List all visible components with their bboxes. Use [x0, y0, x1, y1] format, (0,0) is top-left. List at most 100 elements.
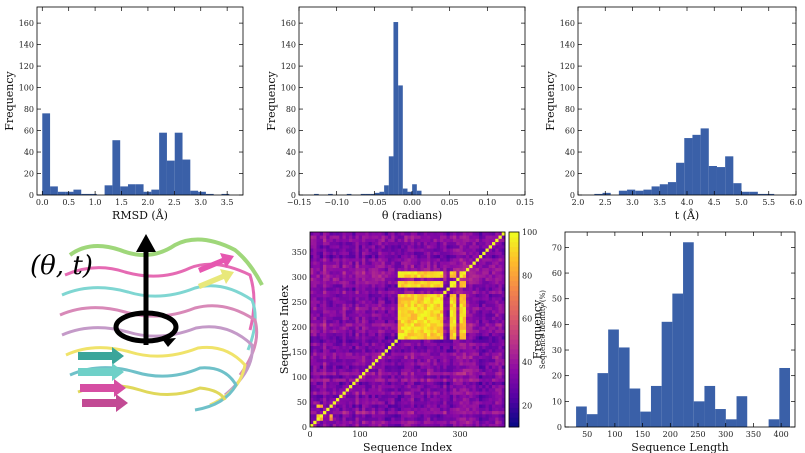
heatmap-cell: [410, 238, 415, 243]
heatmap-cell: [323, 368, 327, 373]
heatmap-cell: [414, 417, 418, 421]
heatmap-cell: [492, 297, 496, 301]
heatmap-cell: [472, 316, 477, 321]
heatmap-cell: [362, 329, 366, 334]
heatmap-cell: [440, 388, 444, 392]
heatmap-cell: [381, 375, 386, 379]
histogram-bar: [65, 191, 74, 195]
heatmap-cell: [310, 323, 314, 327]
heatmap-cell: [407, 394, 412, 399]
heatmap-cell: [384, 258, 389, 262]
heatmap-cell: [417, 420, 421, 425]
heatmap-cell: [381, 381, 386, 386]
heatmap-cell: [316, 319, 321, 324]
heatmap-cell: [498, 417, 503, 421]
heatmap-cell: [349, 345, 353, 350]
heatmap-cell: [427, 287, 431, 291]
heatmap-cell: [404, 241, 408, 246]
heatmap-cell: [375, 310, 379, 314]
heatmap-cell: [420, 300, 425, 304]
heatmap-cell: [339, 290, 343, 295]
heatmap-cell: [427, 423, 431, 428]
heatmap-cell: [378, 391, 382, 395]
heatmap-cell: [462, 264, 467, 269]
heatmap-cell: [336, 332, 340, 337]
heatmap-cell: [436, 261, 441, 265]
heatmap-cell: [440, 258, 444, 262]
heatmap-cell: [336, 258, 340, 262]
heatmap-cell: [375, 397, 379, 402]
heatmap-cell: [345, 248, 350, 252]
heatmap-cell: [417, 349, 421, 353]
heatmap-cell: [404, 336, 408, 340]
heatmap-cell: [427, 326, 431, 330]
heatmap-cell: [459, 336, 464, 340]
heatmap-cell: [479, 293, 483, 298]
heatmap-cell: [482, 310, 486, 314]
heatmap-cell: [384, 284, 389, 288]
heatmap-cell: [349, 235, 353, 239]
heatmap-cell: [446, 355, 451, 360]
heatmap-cell: [436, 339, 441, 343]
heatmap-cell: [469, 407, 473, 412]
heatmap-cell: [339, 362, 343, 366]
heatmap-cell: [342, 284, 347, 288]
heatmap-cell: [313, 417, 317, 421]
heatmap-cell: [332, 326, 337, 330]
histogram-bar: [667, 182, 677, 195]
heatmap-cell: [495, 339, 499, 343]
heatmap-cell: [417, 423, 421, 428]
heatmap-cell: [472, 277, 477, 282]
heatmap-cell: [375, 378, 379, 382]
heatmap-cell: [316, 423, 321, 428]
heatmap-cell: [404, 316, 408, 321]
histogram-bar: [594, 193, 603, 195]
heatmap-cell: [417, 352, 421, 356]
heatmap-cell: [485, 371, 490, 376]
heatmap-cell: [440, 323, 444, 327]
heatmap-cell: [420, 248, 425, 252]
heatmap-cell: [388, 375, 392, 379]
heatmap-cell: [339, 241, 343, 246]
heatmap-cell: [375, 248, 379, 252]
heatmap-cell: [475, 365, 480, 369]
heatmap-cell: [355, 345, 360, 350]
heatmap-cell: [355, 352, 360, 356]
heatmap-cell: [391, 248, 395, 252]
heatmap-cell: [339, 313, 343, 317]
heatmap-cell: [397, 355, 402, 360]
heatmap-cell: [401, 371, 405, 376]
heatmap-cell: [404, 245, 408, 249]
heatmap-cell: [410, 381, 415, 386]
heatmap-cell: [401, 293, 405, 298]
heatmap-cell: [371, 251, 376, 256]
heatmap-cell: [332, 397, 337, 402]
heatmap-cell: [313, 420, 317, 425]
heatmap-cell: [371, 264, 376, 269]
heatmap-cell: [362, 355, 366, 360]
heatmap-cell: [401, 420, 405, 425]
heatmap-cell: [492, 375, 496, 379]
heatmap-cell: [371, 267, 376, 272]
heatmap-cell: [371, 332, 376, 337]
heatmap-cell: [488, 329, 493, 334]
heatmap-cell: [371, 241, 376, 246]
heatmap-cell: [449, 235, 454, 239]
heatmap-cell: [313, 303, 317, 308]
heatmap-cell: [485, 284, 490, 288]
heatmap-cell: [472, 248, 477, 252]
heatmap-cell: [469, 362, 473, 366]
heatmap-cell: [371, 235, 376, 239]
heatmap-cell: [475, 388, 480, 392]
heatmap-cell: [423, 329, 428, 334]
heatmap-cell: [329, 332, 334, 337]
heatmap-cell: [397, 264, 402, 269]
heatmap-cell: [384, 339, 389, 343]
heatmap-cell: [407, 414, 412, 418]
heatmap-cell: [420, 280, 425, 285]
heatmap-cell: [339, 329, 343, 334]
heatmap-cell: [388, 238, 392, 243]
heatmap-cell: [475, 420, 480, 425]
heatmap-cell: [414, 355, 418, 360]
heatmap-cell: [475, 355, 480, 360]
